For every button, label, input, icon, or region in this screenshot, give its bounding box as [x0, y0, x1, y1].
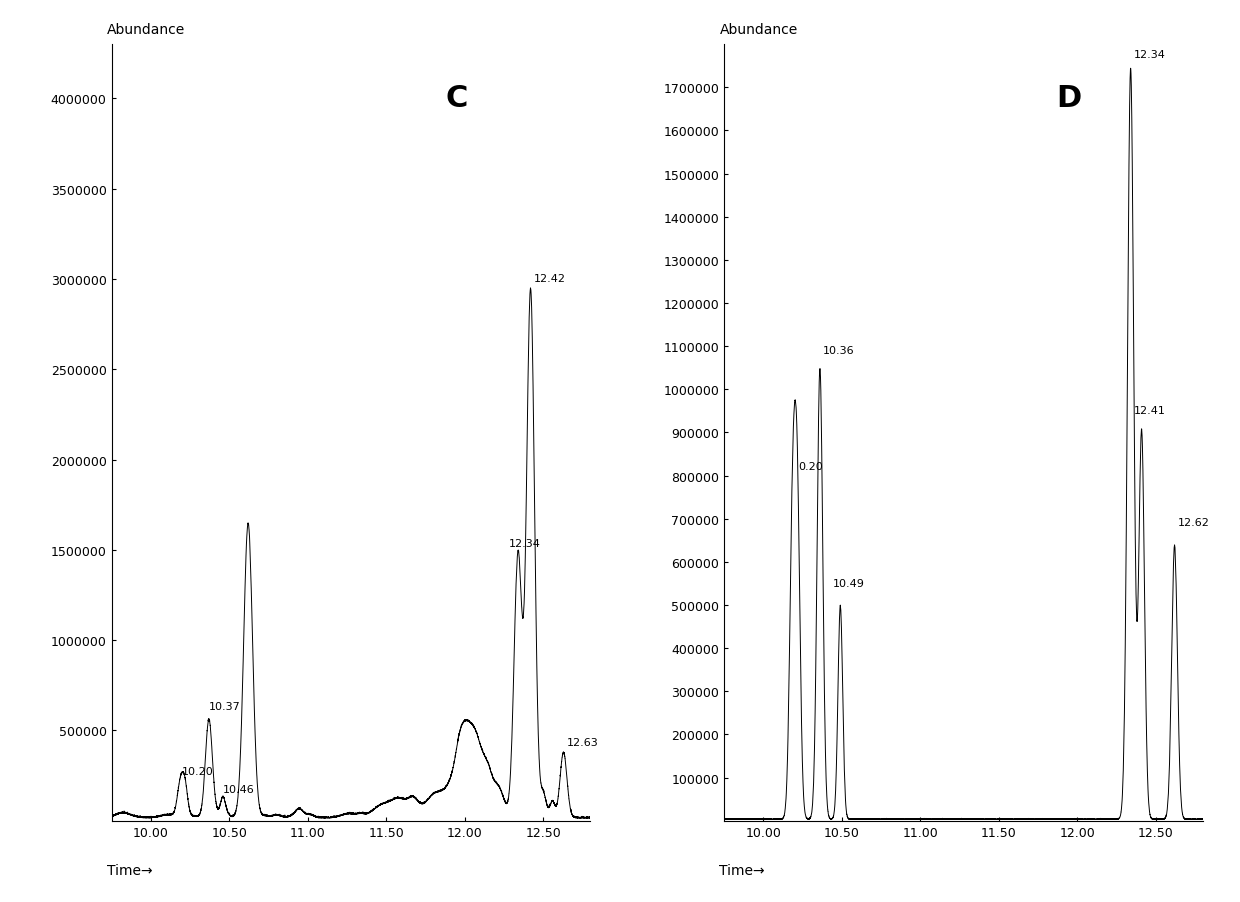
Text: 0.20: 0.20	[799, 462, 822, 472]
Text: Abundance: Abundance	[107, 23, 185, 37]
Text: D: D	[1056, 84, 1081, 113]
Text: 10.46: 10.46	[223, 784, 254, 794]
Text: 10.37: 10.37	[208, 701, 241, 711]
Text: 12.34: 12.34	[508, 538, 541, 548]
Text: Time→: Time→	[719, 863, 765, 878]
Text: 10.36: 10.36	[823, 345, 854, 355]
Text: 12.41: 12.41	[1133, 406, 1166, 416]
Text: 10.49: 10.49	[832, 578, 864, 588]
Text: Time→: Time→	[107, 863, 153, 878]
Text: 12.34: 12.34	[1133, 51, 1166, 60]
Text: 10.20: 10.20	[182, 766, 215, 776]
Text: Abundance: Abundance	[719, 23, 797, 37]
Text: 12.62: 12.62	[1178, 518, 1209, 528]
Text: C: C	[445, 84, 467, 113]
Text: 12.42: 12.42	[533, 273, 565, 283]
Text: 12.63: 12.63	[567, 737, 599, 747]
